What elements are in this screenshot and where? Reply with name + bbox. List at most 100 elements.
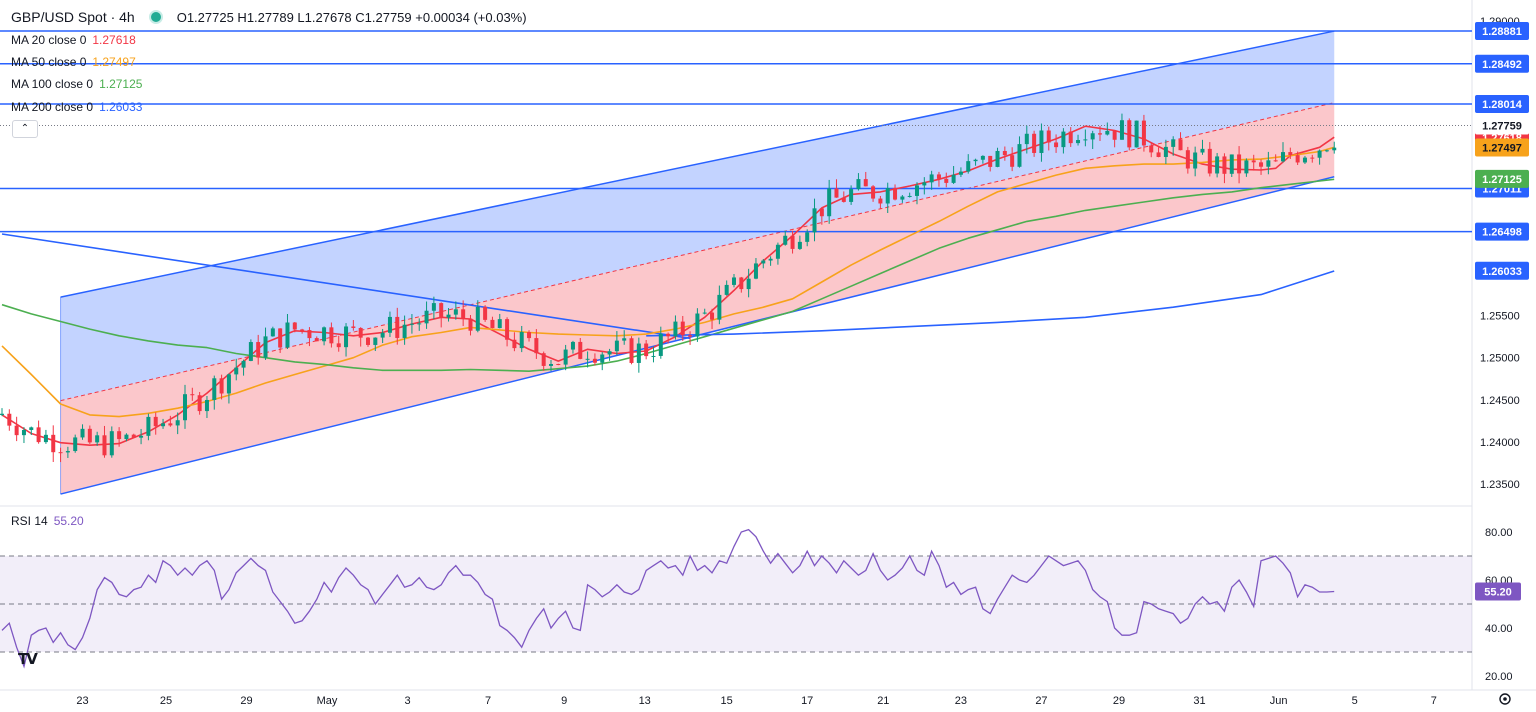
candle-body	[629, 338, 634, 363]
candle-body	[248, 342, 253, 361]
candle-body	[1141, 120, 1146, 146]
candle-body	[1112, 130, 1117, 140]
candle-body	[1149, 145, 1154, 153]
candle-body	[87, 428, 92, 443]
level-4-badge	[1475, 222, 1529, 241]
rsi-tick-label: 40.00	[1485, 623, 1513, 635]
ohlc-readout: O1.27725 H1.27789 L1.27678 C1.27759 +0.0…	[176, 9, 527, 25]
tradingview-logo[interactable]: TV	[18, 650, 38, 668]
time-tick-label: May	[317, 695, 338, 707]
candle-body	[1178, 139, 1183, 151]
candle-body	[300, 329, 305, 331]
candle-body	[7, 413, 12, 426]
candle-body	[197, 395, 202, 412]
ma50-legend[interactable]: MA 50 close 0 1.27497	[11, 55, 136, 69]
candle-body	[1295, 155, 1300, 163]
channel-middle-line	[60, 102, 1335, 402]
candle-body	[1024, 133, 1029, 145]
ma-line-2	[1, 178, 1335, 373]
candle-body	[1332, 147, 1337, 151]
candle-body	[417, 323, 422, 325]
candle-body	[226, 374, 231, 394]
rsi-tick-label: 80.00	[1485, 527, 1513, 539]
time-tick-label: 29	[240, 695, 252, 707]
candle-body	[58, 452, 63, 454]
ma100-legend[interactable]: MA 100 close 0 1.27125	[11, 77, 142, 91]
time-tick-label: 25	[160, 695, 172, 707]
candle-body	[1273, 160, 1278, 162]
candle-body	[292, 322, 297, 330]
candle-body	[790, 235, 795, 249]
time-axis: 23 25 29 May 3 7 9 13 15 17 21 23 27 29 31 Jun 5 7	[76, 693, 1511, 707]
candle-body	[263, 336, 268, 358]
candle-body	[124, 434, 129, 440]
time-tick-label: 7	[1431, 695, 1437, 707]
candle-body	[710, 312, 715, 320]
candle-body	[732, 277, 736, 285]
candle-body	[490, 319, 495, 329]
candle-body	[256, 342, 261, 358]
candle-body	[915, 185, 919, 196]
candle-body	[1193, 152, 1198, 169]
candle-body	[549, 364, 553, 366]
trendline	[1, 233, 691, 340]
ma-3-badge-label: 1.26033	[1482, 266, 1522, 278]
candle-body	[797, 241, 802, 249]
level-0-badge-label: 1.28881	[1482, 26, 1522, 38]
candle-body	[402, 324, 407, 338]
symbol-title[interactable]: GBP/USD Spot · 4h	[11, 9, 135, 25]
candle-body	[183, 394, 187, 421]
ma-2-badge	[1475, 169, 1529, 188]
ma-1-badge-label: 1.27497	[1482, 143, 1522, 155]
candle-body	[519, 332, 524, 349]
candle-body	[204, 399, 209, 412]
candle-body	[995, 150, 1000, 167]
candle-body	[1002, 150, 1007, 156]
candles	[0, 113, 1337, 463]
collapse-legend-button[interactable]: ⌃	[12, 120, 38, 138]
candle-body	[929, 174, 934, 183]
ma20-legend[interactable]: MA 20 close 0 1.27618	[11, 33, 136, 47]
candle-body	[73, 437, 78, 452]
candle-body	[600, 354, 605, 363]
rsi-line	[1, 528, 1335, 669]
candle-body	[827, 188, 832, 217]
rsi-badge-label: 55.20	[1484, 587, 1512, 599]
candle-body	[812, 208, 817, 233]
candle-body	[285, 322, 290, 348]
candle-body	[1068, 131, 1073, 144]
candle-body	[1185, 150, 1190, 169]
price-tick-label: 1.24500	[1480, 395, 1520, 407]
candle-body	[1163, 146, 1168, 157]
candle-body	[1229, 154, 1234, 174]
gear-icon	[1499, 693, 1511, 705]
rsi-legend[interactable]: RSI 14 55.20	[11, 514, 84, 528]
candle-body	[724, 284, 729, 295]
candle-body	[146, 416, 151, 436]
candle-body	[1222, 156, 1227, 174]
candle-body	[1288, 152, 1293, 156]
rsi-value: 55.20	[53, 514, 84, 528]
candle-body	[849, 189, 854, 202]
level-1-badge-label: 1.28492	[1482, 59, 1522, 71]
candle-body	[1010, 155, 1015, 167]
candle-body	[278, 328, 283, 348]
candle-body	[1244, 160, 1249, 174]
regression-channel	[60, 30, 1335, 495]
candle-body	[424, 310, 429, 324]
candle-body	[1237, 154, 1242, 174]
chart-header: GBP/USD Spot · 4h O1.27725 H1.27789 L1.2…	[11, 9, 527, 25]
ma200-legend[interactable]: MA 200 close 0 1.26033	[11, 100, 142, 114]
candle-body	[1054, 142, 1059, 148]
candle-body	[241, 360, 246, 368]
candle-body	[768, 258, 773, 261]
candle-body	[527, 332, 532, 339]
candle-body	[322, 327, 327, 342]
time-tick-label: 13	[639, 695, 651, 707]
candle-body	[1251, 160, 1256, 163]
candle-body	[161, 423, 166, 427]
rsi-badge	[1475, 582, 1521, 601]
candle-body	[43, 434, 48, 443]
candle-body	[453, 309, 458, 315]
